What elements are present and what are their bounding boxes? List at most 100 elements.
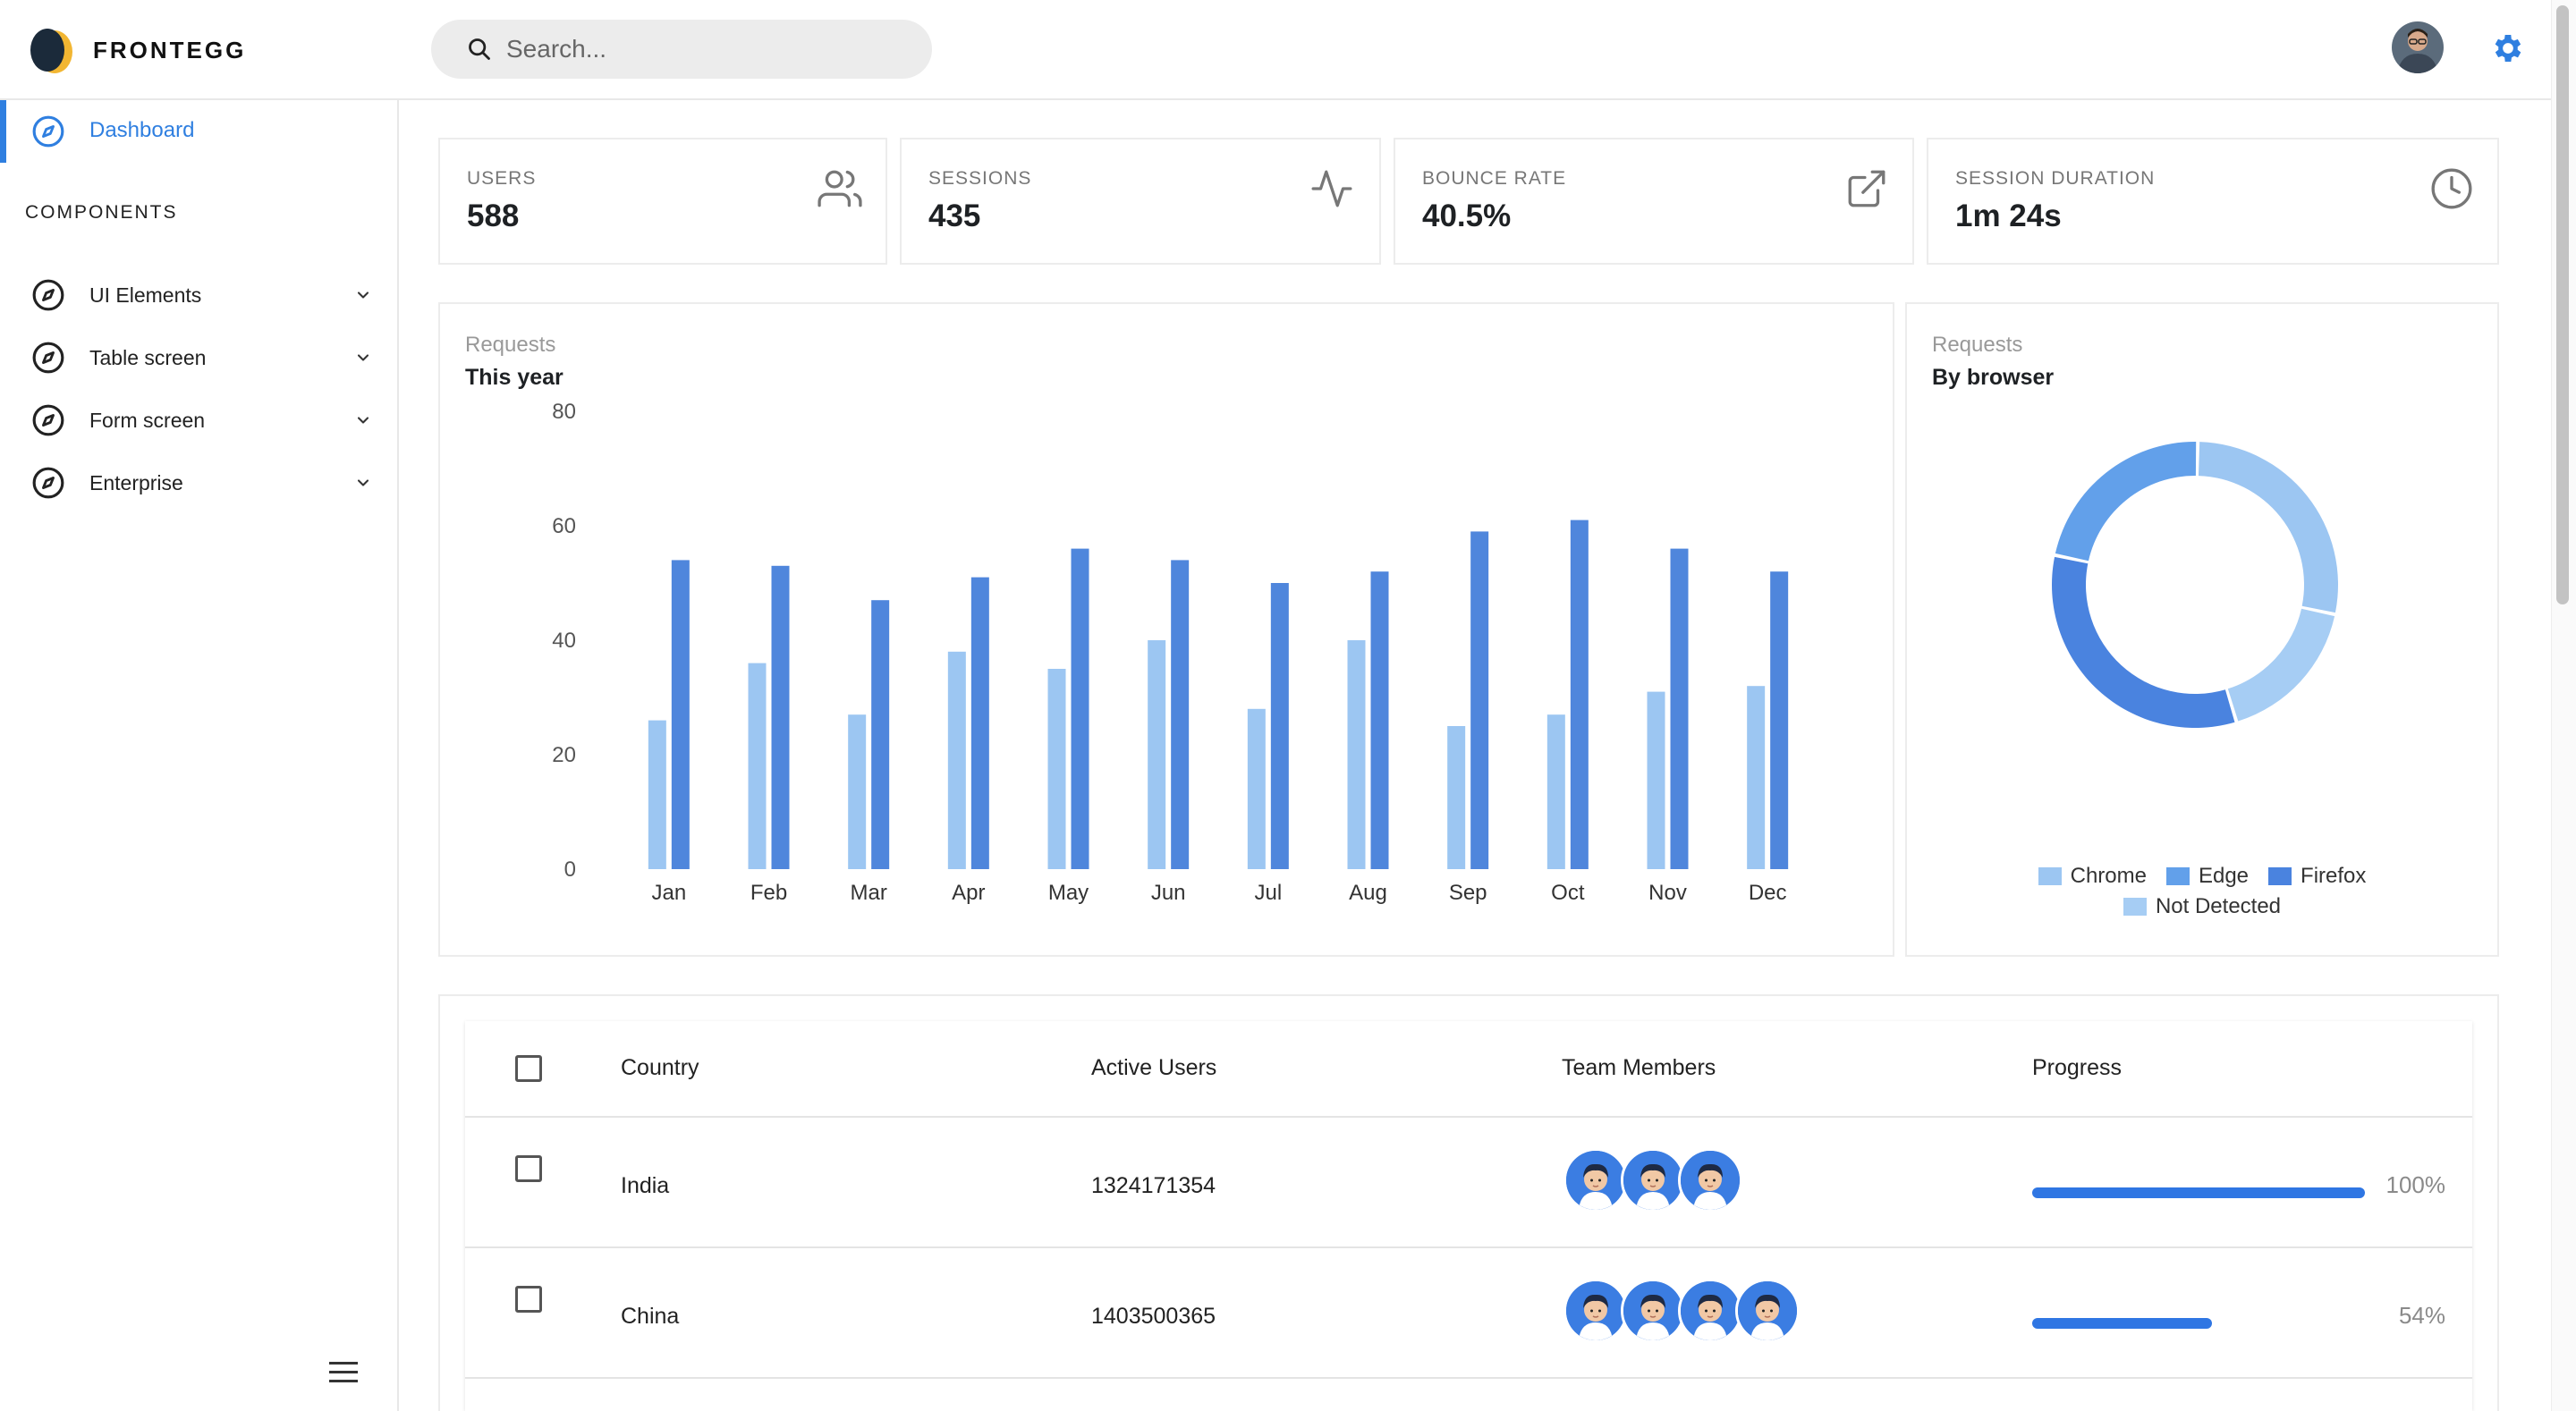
compass-icon [32,115,64,148]
legend-swatch [2268,867,2292,885]
chevron-down-icon[interactable] [354,474,372,492]
legend-item-chrome[interactable]: Chrome [2038,864,2147,889]
stat-value: 40.5% [1422,199,1512,233]
team-members [1563,1279,1800,1343]
progress-bar [2032,1187,2365,1198]
column-header-active-users[interactable]: Active Users [1091,1055,1217,1080]
top-bar: FRONTEGG [0,0,2576,100]
menu-icon[interactable] [327,1359,360,1386]
chart-title: This year [465,365,564,390]
person-icon [1566,1281,1625,1340]
table-row[interactable]: China 1403500365 54% [465,1248,2472,1379]
sidebar-item-table-screen[interactable]: Table screen [0,331,399,384]
x-tick-label: Aug [1349,881,1387,905]
active-indicator [0,100,6,163]
search-input[interactable] [506,35,882,63]
bar-dec-series-1 [1747,686,1766,869]
bar-mar-series-1 [848,714,867,869]
search-bar[interactable] [431,20,932,79]
chevron-down-icon[interactable] [354,286,372,304]
column-header-team-members[interactable]: Team Members [1562,1055,1716,1080]
x-tick-label: Oct [1551,881,1585,905]
column-header-progress[interactable]: Progress [2032,1055,2123,1080]
sidebar-item-ui-elements[interactable]: UI Elements [0,268,399,322]
legend-swatch [2123,898,2147,916]
member-avatar[interactable] [1678,1148,1742,1212]
x-tick-label: Jun [1151,881,1186,905]
x-tick-label: Mar [850,881,886,905]
cell-active-users: 1324171354 [1091,1173,1216,1198]
member-avatar[interactable] [1563,1279,1628,1343]
bar-sep-series-2 [1470,531,1489,869]
column-header-country[interactable]: Country [621,1055,699,1080]
stat-label: USERS [467,168,537,189]
bar-oct-series-2 [1570,520,1589,869]
y-tick-label: 0 [564,858,576,882]
stat-card-session-duration: SESSION DURATION 1m 24s [1927,138,2499,265]
bar-chart: 0 20 40 60 80 Jan Feb Mar Apr May Jun Jul Aug Sep Oct N… [552,400,1789,905]
member-avatar[interactable] [1735,1279,1800,1343]
bar-sep-series-1 [1447,726,1466,869]
activity-icon [1311,170,1352,207]
bar-nov-series-1 [1647,691,1665,869]
member-avatar[interactable] [1563,1148,1628,1212]
requests-bar-chart-card: Requests This year 0 20 40 60 80 Jan Feb Mar Apr… [438,302,1894,957]
bar-jun-series-1 [1148,640,1166,869]
scrollbar-thumb[interactable] [2556,5,2569,604]
legend-label: Firefox [2301,864,2367,888]
external-link-icon [1848,170,1885,207]
chart-subtitle: Requests [465,333,556,357]
x-tick-label: Apr [952,881,985,905]
compass-icon [32,467,64,499]
sidebar: Dashboard COMPONENTS UI Elements Table s… [0,100,399,1411]
bar-may-series-1 [1047,669,1066,869]
table-row[interactable]: India 1324171354 100% [465,1118,2472,1248]
country-table: Country Active Users Team Members Progre… [465,1021,2472,1411]
sidebar-item-dashboard[interactable]: Dashboard [0,100,399,163]
x-tick-label: Dec [1749,881,1787,905]
donut-slice-not-detected [2227,608,2335,722]
bar-may-series-2 [1071,548,1089,869]
select-all-checkbox[interactable] [515,1055,542,1082]
brand[interactable]: FRONTEGG [25,23,246,77]
member-avatar[interactable] [1678,1279,1742,1343]
donut-legend-row-2: Not Detected [1907,894,2497,919]
settings-gear-icon[interactable] [2490,30,2526,66]
legend-label: Not Detected [2155,894,2282,918]
person-icon [1681,1281,1740,1340]
x-tick-label: Sep [1449,881,1487,905]
member-avatar[interactable] [1621,1279,1685,1343]
stat-value: 588 [467,199,520,233]
legend-item-firefox[interactable]: Firefox [2268,864,2366,889]
x-tick-label: Nov [1648,881,1687,905]
donut-legend-row-1: Chrome Edge Firefox [1907,864,2497,889]
legend-item-not-detected[interactable]: Not Detected [2123,894,2281,919]
bar-jul-series-2 [1270,583,1289,869]
stat-value: 1m 24s [1955,199,2062,233]
chevron-down-icon[interactable] [354,349,372,367]
progress-percent: 100% [2385,1171,2446,1198]
x-tick-label: Feb [750,881,787,905]
bar-jun-series-2 [1171,560,1190,869]
chevron-down-icon[interactable] [354,411,372,429]
search-icon [469,38,490,60]
row-checkbox[interactable] [515,1286,542,1313]
legend-swatch [2038,867,2062,885]
sidebar-item-enterprise[interactable]: Enterprise [0,456,399,510]
legend-item-edge[interactable]: Edge [2165,864,2249,889]
bar-jan-series-2 [671,560,690,869]
sidebar-item-form-screen[interactable]: Form screen [0,393,399,447]
member-avatar[interactable] [1621,1148,1685,1212]
row-checkbox[interactable] [515,1155,542,1182]
user-avatar[interactable] [2392,21,2444,73]
donut-slice-edge [2055,442,2197,562]
clock-icon [2431,168,2472,209]
compass-icon [32,404,64,436]
y-tick-label: 80 [552,400,576,424]
legend-swatch [2165,867,2190,885]
bar-apr-series-2 [970,577,989,869]
bar-jan-series-1 [648,720,666,869]
section-title: COMPONENTS [25,202,178,223]
cell-country: China [621,1304,680,1329]
